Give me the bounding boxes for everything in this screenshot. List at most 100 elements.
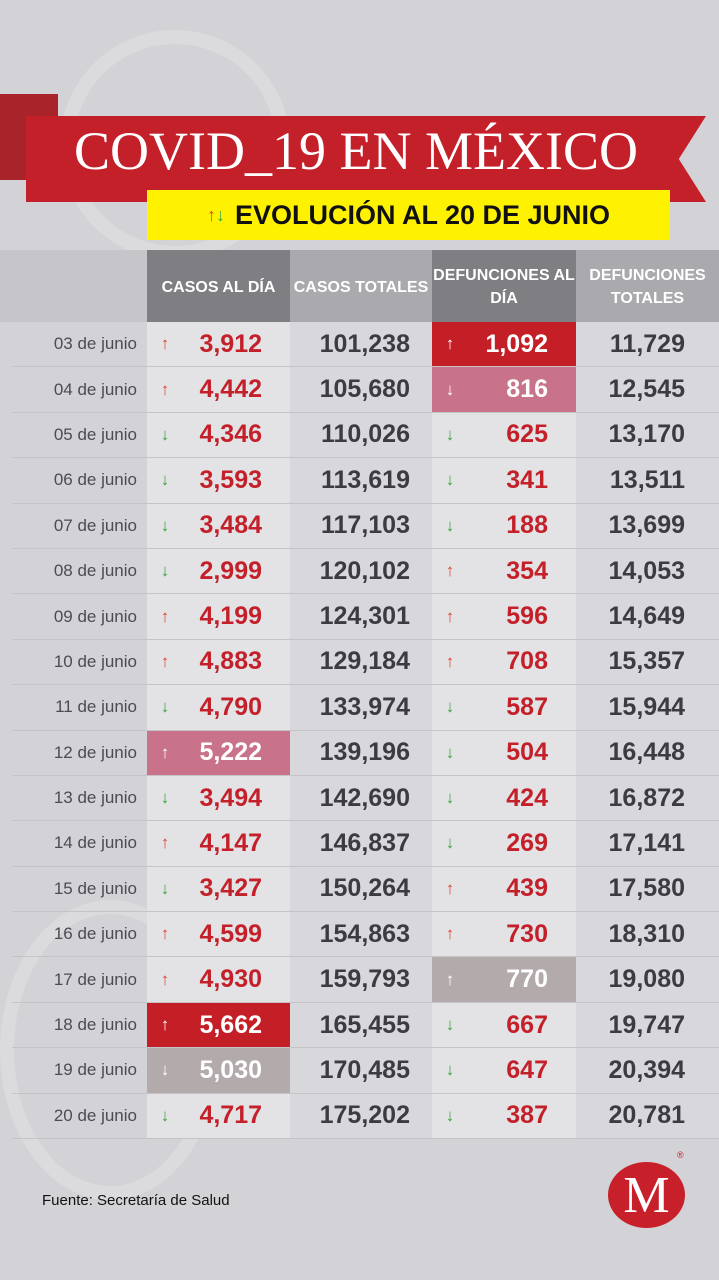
defunciones-dia-value: 596 — [506, 602, 548, 631]
defunciones-dia-value: 387 — [506, 1101, 548, 1130]
table-row: 08 de junio ↓ 2,999 120,102 ↑ 354 14,053 — [0, 548, 719, 595]
casos-totales-cell: 120,102 — [290, 548, 432, 595]
date-cell: 11 de junio — [12, 685, 147, 731]
arrow-up-icon: ↑ — [445, 878, 455, 898]
casos-dia-value: 4,346 — [199, 420, 262, 449]
defunciones-dia-value: 1,092 — [485, 329, 548, 358]
arrow-up-icon: ↑ — [160, 379, 170, 399]
casos-totales-cell: 165,455 — [290, 1002, 432, 1049]
table-row: 04 de junio ↑ 4,442 105,680 ↓ 816 12,545 — [0, 367, 719, 413]
defunciones-dia-cell: ↓ 504 — [432, 730, 576, 776]
defunciones-totales-cell: 17,580 — [576, 866, 719, 913]
header-defunciones-totales: DEFUNCIONES TOTALES — [576, 250, 719, 322]
defunciones-dia-cell: ↑ 439 — [432, 866, 576, 913]
arrow-down-icon: ↓ — [160, 878, 170, 898]
subtitle: EVOLUCIÓN AL 20 DE JUNIO — [234, 199, 611, 230]
date-cell: 15 de junio — [12, 867, 147, 913]
arrow-up-icon: ↑ — [445, 561, 455, 581]
casos-dia-cell: ↓ 2,999 — [147, 548, 290, 595]
casos-totales-cell: 150,264 — [290, 866, 432, 913]
table-row: 05 de junio ↓ 4,346 110,026 ↓ 625 13,170 — [0, 412, 719, 459]
casos-totales-cell: 146,837 — [290, 821, 432, 867]
arrow-down-icon: ↓ — [160, 1060, 170, 1080]
defunciones-dia-cell: ↑ 1,092 — [432, 322, 576, 368]
date-cell: 13 de junio — [12, 776, 147, 822]
table-row: 11 de junio ↓ 4,790 133,974 ↓ 587 15,944 — [0, 685, 719, 731]
defunciones-dia-value: 708 — [506, 647, 548, 676]
casos-dia-cell: ↑ 4,930 — [147, 957, 290, 1003]
arrow-down-icon: ↓ — [445, 379, 455, 399]
arrow-down-icon: ↓ — [445, 833, 455, 853]
defunciones-dia-cell: ↓ 387 — [432, 1093, 576, 1140]
defunciones-dia-cell: ↓ 647 — [432, 1048, 576, 1094]
defunciones-totales-cell: 13,511 — [576, 458, 719, 504]
date-cell: 10 de junio — [12, 640, 147, 686]
defunciones-dia-cell: ↓ 424 — [432, 775, 576, 822]
arrow-up-icon: ↑ — [160, 651, 170, 671]
header-date — [0, 250, 147, 322]
arrow-down-icon: ↓ — [445, 515, 455, 535]
defunciones-dia-value: 647 — [506, 1055, 548, 1084]
table-row: 07 de junio ↓ 3,484 117,103 ↓ 188 13,699 — [0, 503, 719, 549]
defunciones-dia-cell: ↓ 816 — [432, 367, 576, 413]
defunciones-dia-value: 625 — [506, 420, 548, 449]
arrow-down-icon: ↓ — [160, 424, 170, 444]
casos-dia-value: 4,883 — [199, 647, 262, 676]
arrow-up-icon: ↑ — [160, 924, 170, 944]
defunciones-dia-cell: ↓ 625 — [432, 412, 576, 459]
casos-totales-cell: 159,793 — [290, 957, 432, 1003]
casos-dia-value: 3,593 — [199, 465, 262, 494]
defunciones-totales-cell: 14,649 — [576, 594, 719, 640]
table-row: 14 de junio ↑ 4,147 146,837 ↓ 269 17,141 — [0, 821, 719, 867]
casos-totales-cell: 154,863 — [290, 912, 432, 958]
arrow-up-icon: ↑ — [160, 606, 170, 626]
defunciones-dia-cell: ↓ 269 — [432, 821, 576, 867]
casos-totales-cell: 101,238 — [290, 322, 432, 368]
page-title: COVID_19 EN MÉXICO — [74, 121, 638, 181]
defunciones-totales-cell: 19,747 — [576, 1002, 719, 1049]
casos-dia-value: 3,427 — [199, 874, 262, 903]
defunciones-dia-value: 816 — [506, 375, 548, 404]
casos-dia-cell: ↑ 4,442 — [147, 367, 290, 413]
data-table: CASOS AL DÍA CASOS TOTALES DEFUNCIONES A… — [0, 250, 719, 1140]
casos-dia-cell: ↓ 3,484 — [147, 503, 290, 549]
arrow-up-icon: ↑ — [445, 924, 455, 944]
defunciones-dia-cell: ↑ 730 — [432, 912, 576, 958]
defunciones-dia-value: 770 — [506, 965, 548, 994]
casos-dia-value: 2,999 — [199, 556, 262, 585]
arrow-down-icon: ↓ — [160, 788, 170, 808]
up-down-arrows-icon: ↑↓ — [206, 205, 225, 225]
date-cell: 05 de junio — [12, 413, 147, 459]
casos-dia-cell: ↑ 4,599 — [147, 912, 290, 958]
casos-dia-value: 4,147 — [199, 828, 262, 857]
defunciones-totales-cell: 12,545 — [576, 367, 719, 413]
arrow-down-icon: ↓ — [160, 470, 170, 490]
casos-dia-value: 4,599 — [199, 919, 262, 948]
defunciones-dia-value: 730 — [506, 919, 548, 948]
defunciones-dia-cell: ↑ 770 — [432, 957, 576, 1003]
arrow-down-icon: ↓ — [445, 788, 455, 808]
defunciones-dia-cell: ↑ 354 — [432, 548, 576, 595]
subtitle-bar: ↑↓ EVOLUCIÓN AL 20 DE JUNIO — [147, 190, 670, 240]
casos-dia-value: 5,030 — [199, 1055, 262, 1084]
defunciones-dia-cell: ↑ 708 — [432, 639, 576, 686]
date-cell: 03 de junio — [12, 322, 147, 368]
date-cell: 20 de junio — [12, 1094, 147, 1140]
defunciones-dia-value: 439 — [506, 874, 548, 903]
arrow-up-icon: ↑ — [160, 969, 170, 989]
arrow-up-icon: ↑ — [445, 606, 455, 626]
defunciones-totales-cell: 15,357 — [576, 639, 719, 686]
defunciones-totales-cell: 16,872 — [576, 775, 719, 822]
table-body: 03 de junio ↑ 3,912 101,238 ↑ 1,092 11,729… — [0, 322, 719, 1140]
defunciones-totales-cell: 19,080 — [576, 957, 719, 1003]
date-cell: 17 de junio — [12, 957, 147, 1003]
casos-totales-cell: 129,184 — [290, 639, 432, 686]
defunciones-dia-cell: ↓ 587 — [432, 685, 576, 731]
header-casos-totales: CASOS TOTALES — [290, 250, 432, 322]
casos-dia-value: 4,717 — [199, 1101, 262, 1130]
casos-totales-cell: 139,196 — [290, 730, 432, 776]
casos-totales-cell: 117,103 — [290, 503, 432, 549]
arrow-down-icon: ↓ — [445, 697, 455, 717]
arrow-down-icon: ↓ — [445, 1105, 455, 1125]
casos-dia-cell: ↓ 4,717 — [147, 1093, 290, 1140]
